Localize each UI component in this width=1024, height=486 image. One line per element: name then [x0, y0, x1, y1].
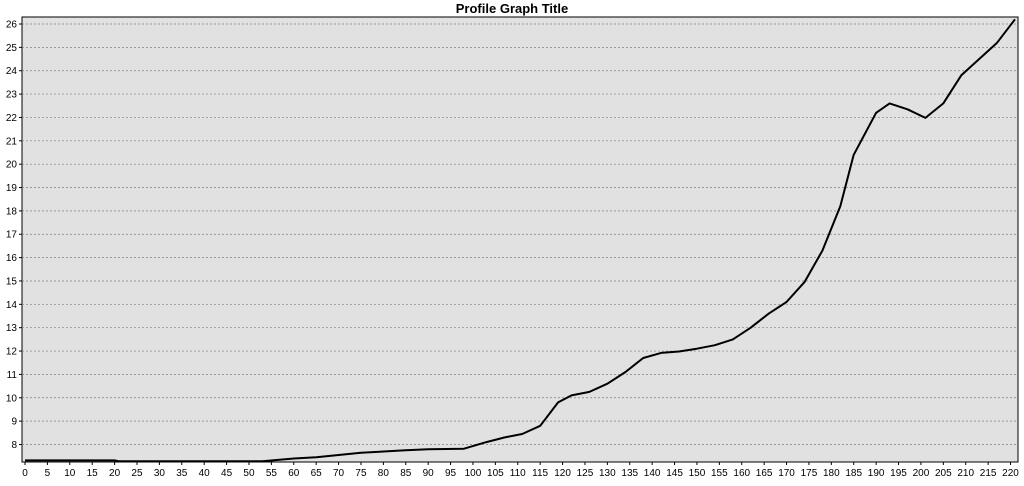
x-tick-label: 175 — [801, 468, 818, 479]
x-tick-label: 25 — [131, 468, 143, 479]
y-tick-label: 16 — [6, 253, 18, 264]
x-tick-label: 215 — [980, 468, 997, 479]
x-tick-label: 150 — [689, 468, 706, 479]
x-tick-label: 125 — [577, 468, 594, 479]
x-tick-label: 180 — [823, 468, 840, 479]
x-tick-label: 105 — [487, 468, 504, 479]
y-tick-label: 25 — [6, 43, 18, 54]
x-tick-label: 45 — [221, 468, 233, 479]
x-tick-label: 130 — [599, 468, 616, 479]
x-tick-label: 50 — [243, 468, 255, 479]
x-tick-label: 20 — [109, 468, 121, 479]
x-tick-label: 145 — [666, 468, 683, 479]
x-tick-label: 30 — [154, 468, 166, 479]
y-tick-label: 20 — [6, 160, 18, 171]
x-tick-label: 15 — [87, 468, 99, 479]
y-tick-label: 17 — [6, 230, 18, 241]
x-tick-label: 220 — [1002, 468, 1019, 479]
x-tick-label: 5 — [45, 468, 51, 479]
x-tick-label: 90 — [423, 468, 435, 479]
x-tick-label: 55 — [266, 468, 278, 479]
plot-area — [21, 16, 1019, 463]
x-tick-label: 80 — [378, 468, 390, 479]
y-tick-label: 22 — [6, 113, 18, 124]
y-tick-label: 13 — [6, 323, 18, 334]
y-tick-label: 12 — [6, 347, 18, 358]
y-tick-label: 10 — [6, 393, 18, 404]
y-tick-label: 8 — [11, 440, 17, 451]
x-tick-label: 185 — [845, 468, 862, 479]
y-tick-label: 9 — [11, 417, 17, 428]
x-tick-label: 140 — [644, 468, 661, 479]
x-tick-label: 10 — [64, 468, 76, 479]
y-tick-label: 24 — [6, 66, 18, 77]
x-tick-label: 95 — [445, 468, 457, 479]
chart-title: Profile Graph Title — [455, 1, 569, 16]
x-tick-label: 100 — [465, 468, 482, 479]
x-tick-label: 210 — [957, 468, 974, 479]
y-tick-label: 15 — [6, 276, 18, 287]
axes: 8 9 10 11 12 13 14 15 16 17 18 19 20 21 22 23 24 25 26 0 5 10… — [6, 20, 1019, 479]
series-layer — [25, 18, 1016, 463]
x-tick-label: 85 — [400, 468, 412, 479]
x-tick-label: 70 — [333, 468, 345, 479]
x-tick-label: 75 — [355, 468, 367, 479]
y-tick-label: 23 — [6, 90, 18, 101]
y-tick-label: 19 — [6, 183, 18, 194]
x-tick-label: 200 — [913, 468, 930, 479]
y-tick-label: 14 — [6, 300, 18, 311]
x-tick-label: 170 — [778, 468, 795, 479]
grid-lines — [22, 23, 1018, 445]
x-tick-label: 190 — [868, 468, 885, 479]
y-tick-label: 26 — [6, 20, 18, 31]
x-tick-label: 160 — [733, 468, 750, 479]
x-tick-label: 0 — [22, 468, 28, 479]
x-tick-label: 115 — [532, 468, 548, 479]
x-tick-label: 155 — [711, 468, 728, 479]
y-tick-label: 11 — [7, 370, 18, 381]
x-tick-label: 135 — [621, 468, 638, 479]
x-tick-label: 40 — [199, 468, 211, 479]
x-tick-label: 60 — [288, 468, 300, 479]
x-tick-label: 120 — [554, 468, 571, 479]
x-tick-label: 65 — [311, 468, 323, 479]
profile-series-line — [25, 18, 1016, 463]
x-tick-label: 195 — [890, 468, 907, 479]
x-tick-label: 165 — [756, 468, 773, 479]
y-tick-label: 21 — [6, 136, 18, 147]
x-tick-label: 205 — [935, 468, 952, 479]
x-tick-label: 35 — [176, 468, 188, 479]
y-tick-label: 18 — [6, 206, 18, 217]
x-tick-label: 110 — [510, 468, 526, 479]
